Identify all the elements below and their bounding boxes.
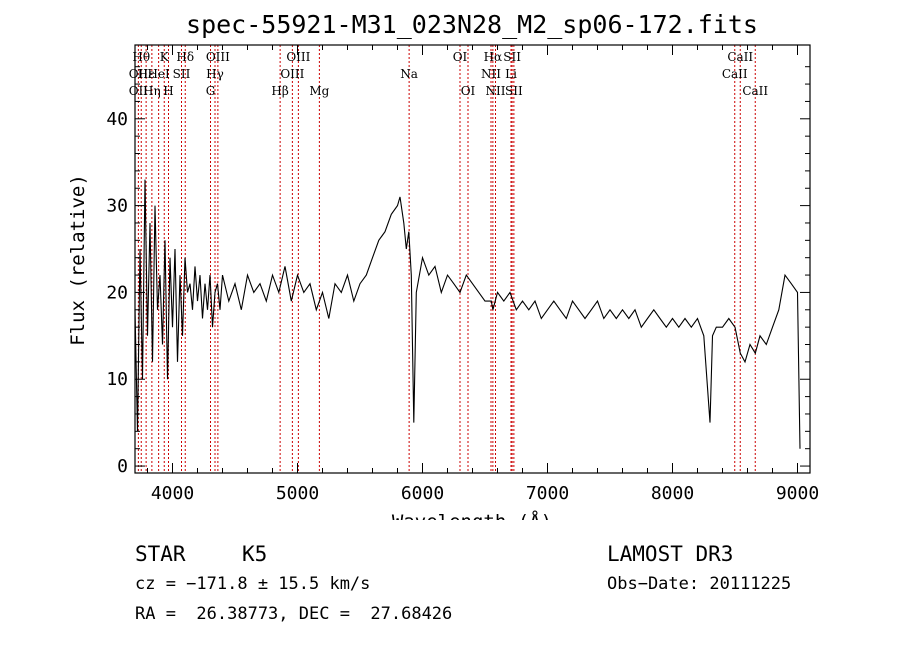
spectral-line-label: OII <box>129 67 149 81</box>
spectral-line-label: K <box>160 50 170 64</box>
spectral-line-label: Na <box>400 67 418 81</box>
survey-name: LAMOST DR3 <box>607 542 734 566</box>
chart-title: spec-55921-M31_023N28_M2_sp06-172.fits <box>186 10 758 39</box>
spectral-line-label: OIII <box>206 50 230 64</box>
subclass: K5 <box>242 542 268 566</box>
spectrum-chart: spec-55921-M31_023N28_M2_sp06-172.fits O… <box>67 10 819 520</box>
spectral-line-label: Mg <box>309 84 329 98</box>
object-type: STAR <box>135 542 186 566</box>
spectral-line-label: Li <box>505 67 517 81</box>
coordinates: RA = 26.38773, DEC = 27.68426 <box>135 604 453 624</box>
x-tick-label: 9000 <box>776 483 819 504</box>
spectral-line-label: NII <box>486 84 506 98</box>
y-tick-label: 20 <box>106 282 128 303</box>
x-axis-label: Wavelength (Å) <box>392 510 552 520</box>
spectral-line-label: OIII <box>280 67 304 81</box>
x-tick-label: 4000 <box>151 483 194 504</box>
spectral-line-label: OIII <box>286 50 310 64</box>
spectral-line-label: Hε <box>138 67 155 81</box>
x-tick-label: 6000 <box>401 483 444 504</box>
spectral-line-label: SII <box>505 84 523 98</box>
spectral-line-label: Hα <box>484 50 503 64</box>
spectral-line-label: HeI <box>147 67 170 81</box>
spectral-line-label: Hθ <box>132 50 150 64</box>
spectral-line-label: Hβ <box>271 84 288 98</box>
y-tick-label: 30 <box>106 196 128 217</box>
spectral-line-markers <box>137 45 756 473</box>
spectral-line-label: Hγ <box>206 67 224 81</box>
redshift-velocity: cz = −171.8 ± 15.5 km/s <box>135 574 371 594</box>
spectral-line-label: CaII <box>742 84 768 98</box>
spectral-line-label: G <box>206 84 216 98</box>
x-tick-label: 5000 <box>276 483 319 504</box>
y-tick-label: 40 <box>106 109 128 130</box>
spectral-line-label: Hδ <box>176 50 194 64</box>
y-axis-ticks: 0 10 20 30 40 <box>106 66 810 477</box>
spectrum-line <box>134 179 801 449</box>
x-tick-label: 8000 <box>651 483 694 504</box>
spectral-line-label: OI <box>461 84 476 98</box>
spectral-line-label: NII <box>481 67 501 81</box>
spectral-line-label: OII <box>129 84 149 98</box>
x-axis-ticks: 4000 5000 6000 7000 8000 9000 <box>147 45 819 504</box>
spectral-line-label: OI <box>453 50 468 64</box>
spectral-line-label: SII <box>503 50 521 64</box>
obs-date: Obs−Date: 20111225 <box>607 574 792 594</box>
y-axis-label: Flux (relative) <box>67 174 89 346</box>
y-tick-label: 10 <box>106 369 128 390</box>
spectral-line-label: SII <box>173 67 191 81</box>
spectral-line-label: CaII <box>722 67 748 81</box>
x-tick-label: 7000 <box>526 483 569 504</box>
y-tick-label: 0 <box>117 456 128 477</box>
spectral-line-label: H <box>163 84 173 98</box>
spectral-line-label: CaII <box>727 50 753 64</box>
spectral-line-label: Hη <box>143 84 161 98</box>
